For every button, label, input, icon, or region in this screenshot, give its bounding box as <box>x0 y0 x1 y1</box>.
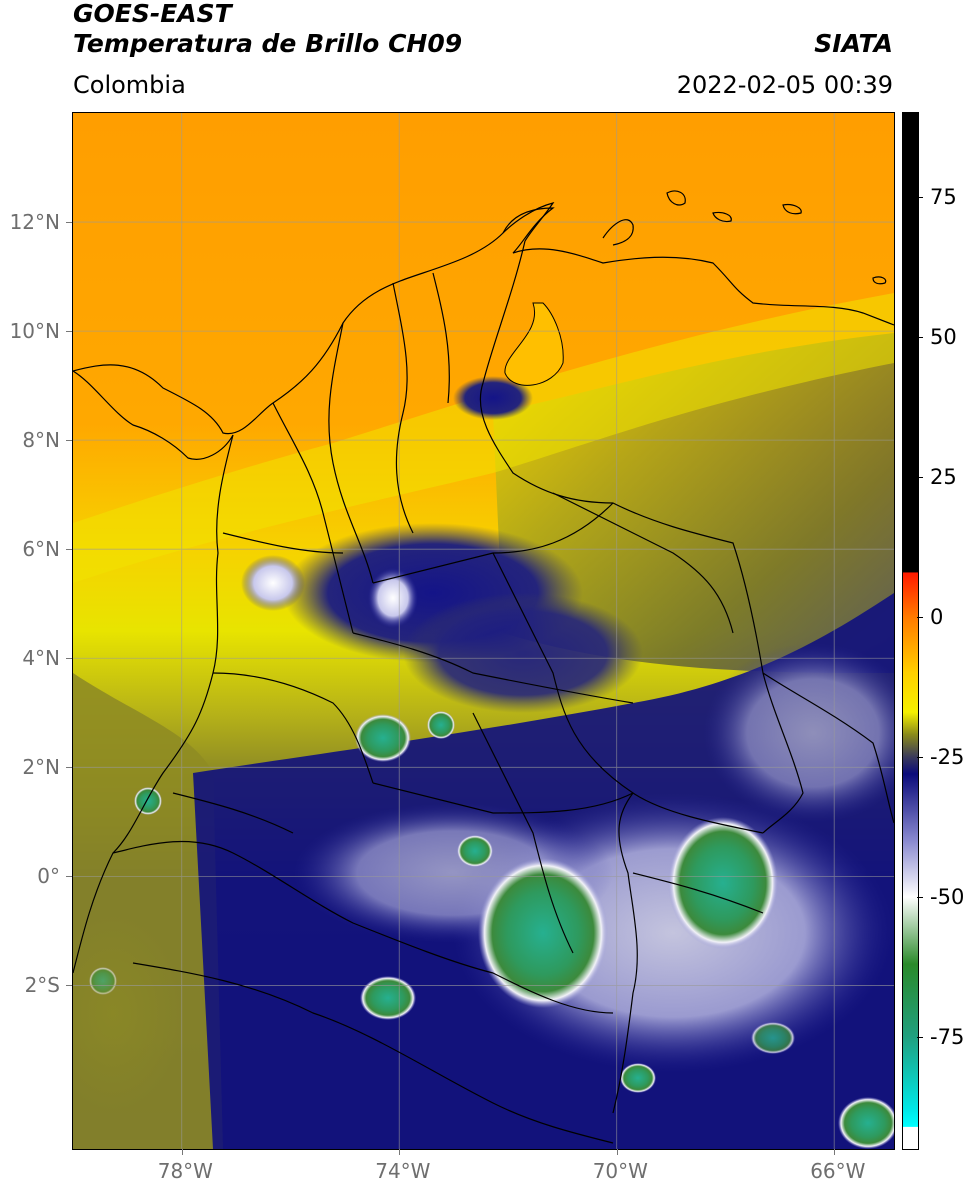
colorbar <box>902 112 919 1150</box>
pacific-olive-patch <box>73 913 183 1113</box>
colorbar-tick-label: -25 <box>930 745 965 769</box>
lat-tick <box>66 985 72 987</box>
colorbar-tick <box>917 197 923 198</box>
lat-label: 2°S <box>24 973 60 998</box>
catatumbo-cloud <box>453 376 533 420</box>
colorbar-tick <box>917 337 923 338</box>
choco-convective-cell <box>241 555 305 611</box>
map-canvas <box>73 113 894 1149</box>
convective-core-4 <box>360 976 416 1020</box>
lat-tick <box>66 331 72 333</box>
amazon-core <box>751 1022 795 1054</box>
lon-label: 70°W <box>592 1159 648 1183</box>
colorbar-tick <box>917 897 923 898</box>
lat-label: 2°N <box>22 755 60 780</box>
lat-label: 8°N <box>22 428 60 453</box>
lat-tick <box>66 222 72 224</box>
gridlines <box>73 113 894 1149</box>
colorbar-tick <box>917 757 923 758</box>
lon-tick <box>616 1149 618 1155</box>
convective-core-5 <box>620 1063 656 1093</box>
colorbar-fill <box>903 113 918 1149</box>
deep-convection-core-east <box>668 817 778 949</box>
lon-label: 74°W <box>375 1159 431 1183</box>
southeast-core <box>838 1097 894 1149</box>
timestamp-label: 2022-02-05 00:39 <box>676 71 893 99</box>
colorbar-tick-label: 0 <box>930 605 944 629</box>
convective-core-1 <box>355 714 411 762</box>
satellite-title: GOES-EAST <box>73 0 232 28</box>
coastlines-borders <box>73 190 894 1144</box>
colorbar-tick-label: 75 <box>930 185 957 209</box>
east-cirrus <box>703 643 894 823</box>
pacific-convective-core <box>134 787 162 815</box>
colorbar-tick <box>917 1037 923 1038</box>
lon-tick <box>399 1149 401 1155</box>
colorbar-tick-label: -50 <box>930 885 965 909</box>
convective-core-2 <box>427 711 455 739</box>
lat-label: 12°N <box>9 210 60 235</box>
brand-label: SIATA <box>814 29 893 58</box>
lake-maracaibo <box>504 302 564 386</box>
colorbar-tick <box>917 477 923 478</box>
lat-label: 6°N <box>22 537 60 562</box>
lat-tick <box>66 658 72 660</box>
colorbar-tick-label: -75 <box>930 1025 965 1049</box>
lat-tick <box>66 876 72 878</box>
llanos-cloud-cluster <box>403 593 643 713</box>
lon-tick <box>834 1149 836 1155</box>
lat-label: 4°N <box>22 646 60 671</box>
convective-core-3 <box>457 835 493 867</box>
colorbar-gradient <box>903 113 918 1149</box>
lat-tick <box>66 440 72 442</box>
lat-tick <box>66 767 72 769</box>
satellite-map[interactable] <box>72 112 895 1150</box>
lon-tick <box>181 1149 183 1155</box>
yellow-band <box>73 293 894 583</box>
deep-convection-core-south <box>478 858 608 1008</box>
colorbar-tick <box>917 617 923 618</box>
lat-tick <box>66 549 72 551</box>
colorbar-tick-label: 50 <box>930 325 957 349</box>
product-title: Temperatura de Brillo CH09 <box>73 29 463 58</box>
lat-label: 0° <box>37 864 60 889</box>
lon-label: 66°W <box>810 1159 866 1183</box>
lon-label: 78°W <box>157 1159 213 1183</box>
magdalena-convective-cell <box>368 568 418 628</box>
region-label: Colombia <box>73 71 186 99</box>
lat-label: 10°N <box>9 319 60 344</box>
colorbar-tick-label: 25 <box>930 465 957 489</box>
